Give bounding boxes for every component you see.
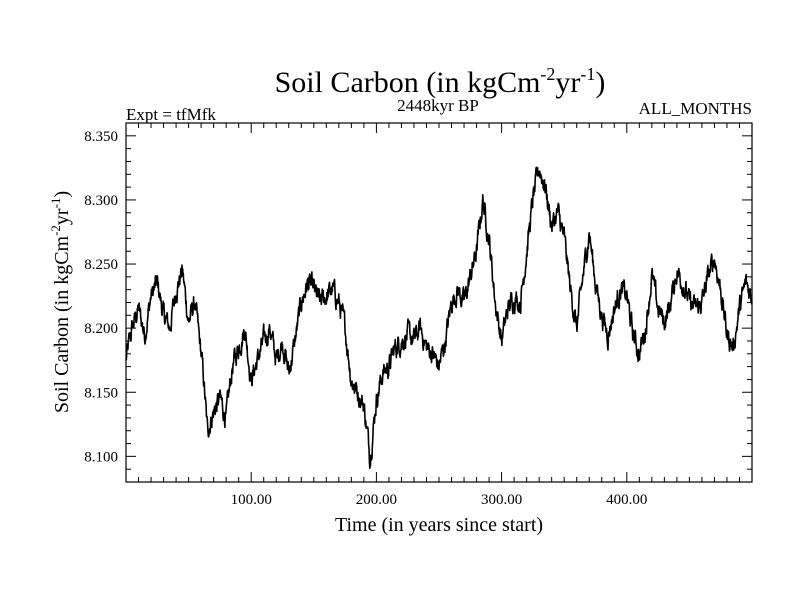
series-line-soil-carbon [125, 166, 753, 470]
y-axis-label-sup2: -1 [48, 198, 63, 209]
x-tick-label: 200.00 [356, 492, 397, 508]
plot-frame [125, 122, 753, 483]
months-label: ALL_MONTHS [639, 99, 752, 118]
y-axis-label-main: Soil Carbon (in kgCm [51, 235, 73, 413]
experiment-label: Expt = tfMfk [126, 105, 216, 124]
chart-title-sup2: -1 [580, 64, 595, 84]
y-axis-label: Soil Carbon (in kgCm-2yr-1) [48, 191, 73, 413]
tick-labels: 100.00 200.00 300.00 400.00 8.100 8.150 8.200 8… [84, 129, 647, 508]
x-tick-label: 400.00 [606, 492, 647, 508]
x-tick-label: 300.00 [481, 492, 522, 508]
x-tick-label: 100.00 [231, 492, 272, 508]
chart-title: Soil Carbon (in kgCm-2yr-1) [275, 64, 606, 99]
y-tick-label: 8.200 [84, 321, 118, 337]
x-axis-label: Time (in years since start) [335, 514, 543, 536]
chart-title-sup1: -2 [540, 64, 555, 84]
y-tick-label: 8.300 [84, 193, 118, 209]
chart-title-mid: yr [555, 66, 580, 99]
y-axis-label-end: ) [51, 191, 73, 198]
y-tick-label: 8.150 [84, 385, 118, 401]
y-tick-label: 8.250 [84, 257, 118, 273]
y-axis-label-sup1: -2 [48, 225, 63, 236]
chart-title-main: Soil Carbon (in kgCm [275, 66, 541, 99]
y-axis-label-mid: yr [51, 208, 73, 225]
y-tick-label: 8.100 [84, 449, 118, 465]
chart-title-end: ) [595, 66, 605, 99]
period-label: 2448kyr BP [397, 96, 479, 115]
y-tick-label: 8.350 [84, 129, 118, 145]
axis-ticks [126, 123, 752, 482]
